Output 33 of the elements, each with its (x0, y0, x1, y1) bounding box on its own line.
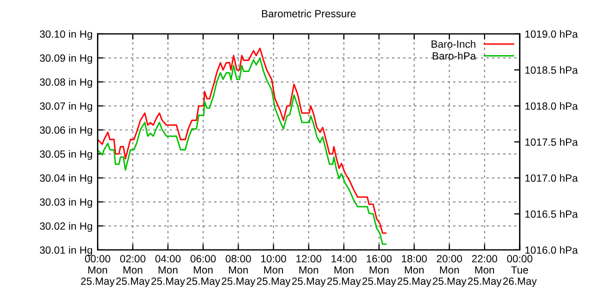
y2-tick-label: 1017.5 hPa (525, 138, 578, 146)
y-tick-label: 30.10 in Hg (40, 30, 92, 40)
x-tick-label: 18:00 Mon 25.May (398, 255, 432, 287)
x-tick-label: 00:00 Mon 25.May (81, 255, 115, 287)
x-tick-label: 00:00 Tue 26.May (503, 255, 537, 287)
legend-label: Baro-hPa (432, 52, 476, 60)
y2-tick-label: 1016.0 hPa (525, 246, 578, 254)
x-tick-label: 06:00 Mon 25.May (186, 255, 220, 287)
y2-tick-label: 1016.5 hPa (525, 210, 578, 218)
x-tick-label: 10:00 Mon 25.May (256, 255, 291, 287)
y2-tick-label: 1018.0 hPa (525, 102, 578, 110)
y2-tick-label: 1017.0 hPa (525, 174, 578, 182)
y-tick-label: 30.06 in Hg (40, 126, 92, 136)
x-tick-label: 14:00 Mon 25.May (327, 255, 361, 287)
x-tick-label: 20:00 Mon 25.May (432, 255, 466, 287)
x-tick-label: 16:00 Mon 25.May (362, 255, 396, 287)
x-tick-label: 08:00 Mon 25.May (222, 255, 256, 287)
legend-label: Baro-Inch (432, 40, 476, 48)
x-tick-label: 12:00 Mon 25.May (292, 255, 326, 287)
y-tick-label: 30.04 in Hg (40, 174, 92, 184)
y-tick-label: 30.01 in Hg (40, 246, 92, 256)
chart-title: Barometric Pressure (262, 10, 356, 18)
x-tick-label: 22:00 Mon 25.May (468, 255, 502, 287)
x-tick-label: 02:00 Mon 25.May (116, 255, 150, 287)
y-tick-label: 30.08 in Hg (40, 78, 92, 88)
y2-tick-label: 1018.5 hPa (525, 66, 578, 74)
y2-tick-label: 1019.0 hPa (525, 30, 578, 38)
y-tick-label: 30.05 in Hg (40, 150, 92, 160)
y-tick-label: 30.09 in Hg (40, 54, 92, 64)
y-tick-label: 30.02 in Hg (40, 222, 92, 232)
y-tick-label: 30.03 in Hg (40, 198, 92, 208)
x-tick-label: 04:00 Mon 25.May (151, 255, 186, 287)
y-tick-label: 30.07 in Hg (40, 102, 92, 112)
